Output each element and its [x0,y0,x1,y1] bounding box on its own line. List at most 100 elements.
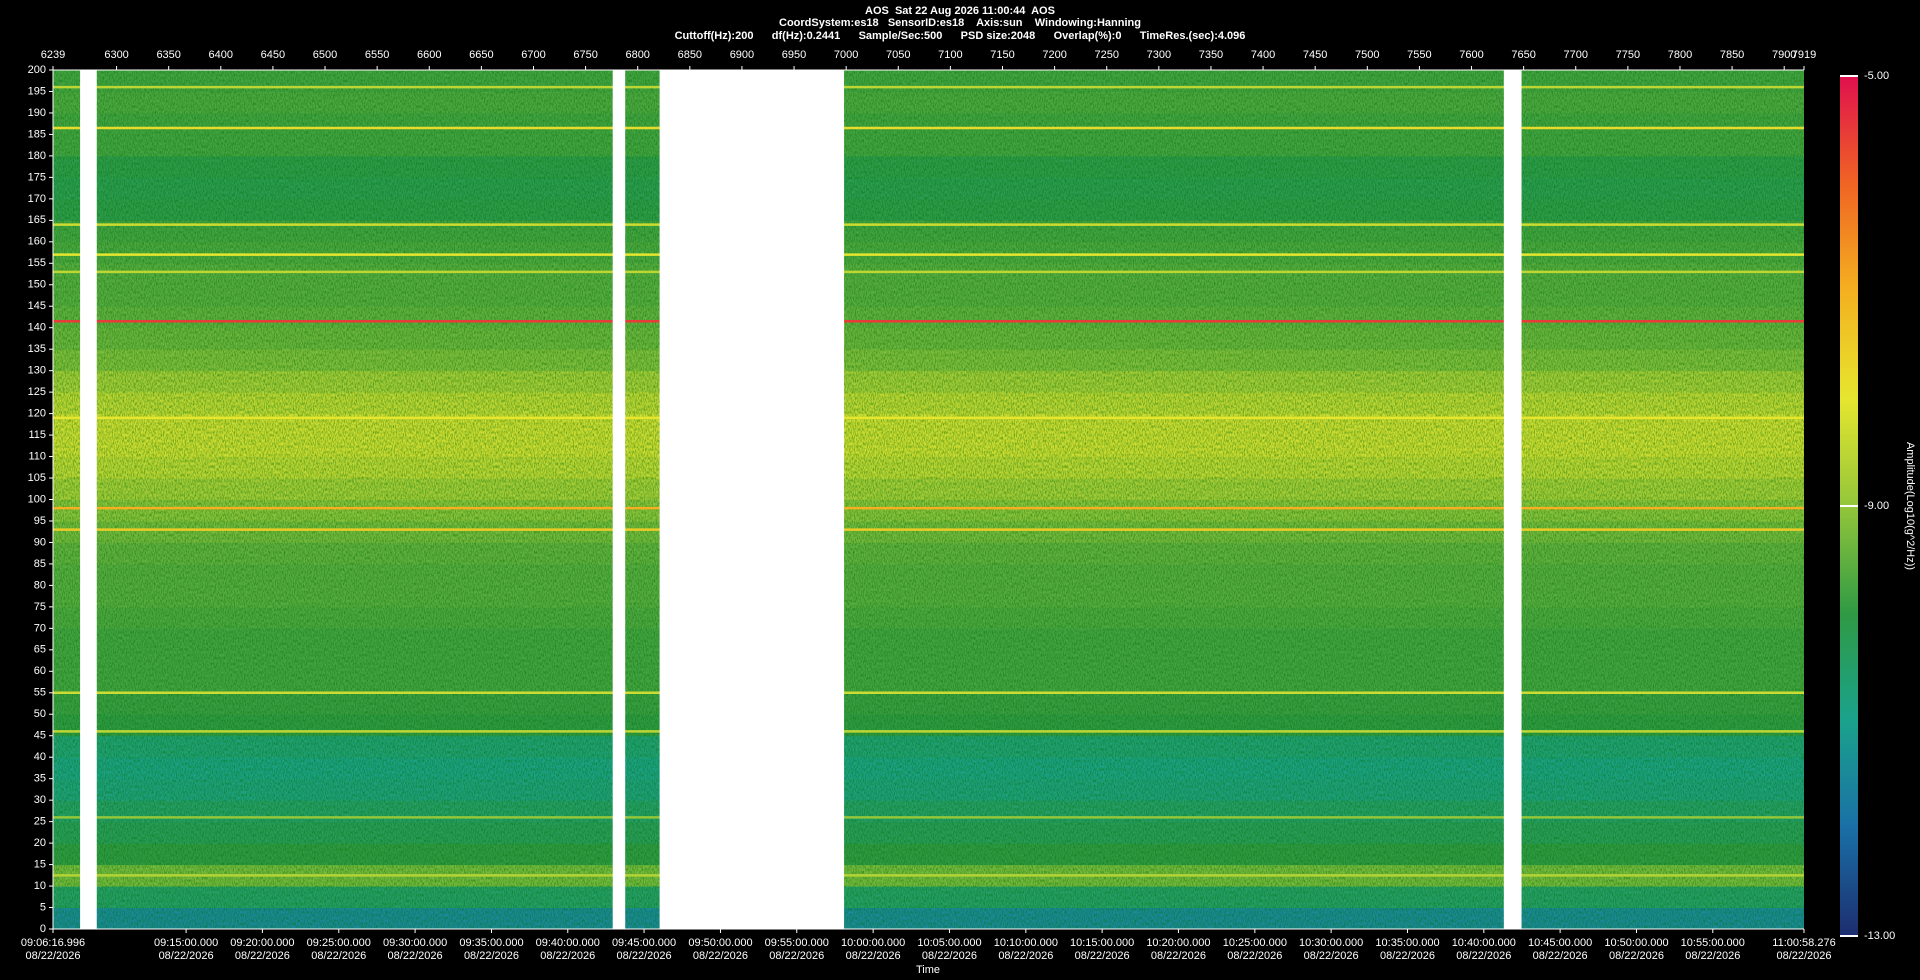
y-tick-label: 100 [28,493,46,505]
data-gap [612,70,626,929]
y-tick-label: 140 [28,322,46,334]
x-tick-label: 6800 [625,49,649,61]
x-axis-label: Time [916,964,940,976]
data-gap [1503,70,1522,929]
time-tick-label: 10:25:00.000 [1223,937,1287,949]
time-tick-label: 09:45:00.000 [612,937,676,949]
x-tick-label: 7400 [1251,49,1275,61]
time-tick-date: 08/22/2026 [846,950,901,962]
time-tick-label: 10:15:00.000 [1070,937,1134,949]
time-tick-date: 08/22/2026 [159,950,214,962]
y-tick-label: 190 [28,107,46,119]
x-tick-label: 6750 [573,49,597,61]
time-tick-label: 09:06:16.996 [21,937,85,949]
y-tick-label: 115 [28,429,46,441]
y-tick-label: 0 [40,923,46,935]
y-tick-label: 60 [34,665,46,677]
time-tick-label: 09:30:00.000 [383,937,447,949]
y-tick-label: 15 [34,858,46,870]
x-tick-label: 6700 [521,49,545,61]
time-tick-date: 08/22/2026 [922,950,977,962]
time-tick-date: 08/22/2026 [1533,950,1588,962]
y-tick-label: 65 [34,644,46,656]
time-tick-label: 10:10:00.000 [994,937,1058,949]
y-tick-label: 150 [28,279,46,291]
x-tick-label: 6900 [730,49,754,61]
x-tick-label: 7200 [1042,49,1066,61]
time-tick-label: 09:15:00.000 [154,937,218,949]
time-tick-label: 10:35:00.000 [1375,937,1439,949]
x-tick-label: 7800 [1668,49,1692,61]
x-tick-label: 7600 [1459,49,1483,61]
time-tick-date: 08/22/2026 [1456,950,1511,962]
y-tick-label: 80 [34,579,46,591]
colorbar-tick-label: -5.00 [1864,70,1889,82]
x-tick-label: 6500 [313,49,337,61]
x-tick-label: 7750 [1616,49,1640,61]
time-tick-date: 08/22/2026 [235,950,290,962]
y-tick-label: 200 [28,64,46,76]
time-tick-label: 11:00:58.276 [1772,937,1835,949]
time-tick-date: 08/22/2026 [1609,950,1664,962]
colorbar-tick-label: -9.00 [1864,500,1889,512]
time-tick-label: 10:45:00.000 [1528,937,1592,949]
y-tick-label: 75 [34,601,46,613]
colorbar-label: Amplitude(Log10(g^2/Hz)) [1904,442,1916,570]
y-tick-label: 180 [28,150,46,162]
y-tick-label: 5 [40,901,46,913]
time-tick-label: 09:50:00.000 [688,937,752,949]
time-tick-date: 08/22/2026 [1075,950,1130,962]
x-tick-label: 6950 [782,49,806,61]
y-tick-label: 20 [34,837,46,849]
colorbar-tick-label: -13.00 [1864,930,1895,942]
time-tick-date: 08/22/2026 [769,950,824,962]
x-tick-label: 6850 [678,49,702,61]
y-tick-label: 30 [34,794,46,806]
y-tick-label: 70 [34,622,46,634]
y-tick-label: 25 [34,816,46,828]
x-tick-label: 7500 [1355,49,1379,61]
x-tick-label: 7919 [1792,49,1816,61]
y-tick-label: 185 [28,128,46,140]
noise-texture [53,70,1804,929]
time-tick-label: 10:40:00.000 [1452,937,1516,949]
y-tick-label: 145 [28,300,46,312]
y-tick-label: 125 [28,386,46,398]
time-tick-label: 09:35:00.000 [459,937,523,949]
time-tick-label: 10:55:00.000 [1681,937,1745,949]
data-gap [80,70,97,929]
x-tick-label: 6350 [156,49,180,61]
x-tick-label: 6550 [365,49,389,61]
title-line: CoordSystem:es18 SensorID:es18 Axis:sun … [779,17,1141,29]
x-tick-label: 6239 [41,49,65,61]
y-tick-label: 195 [28,85,46,97]
x-tick-label: 7150 [990,49,1014,61]
time-tick-date: 08/22/2026 [617,950,672,962]
time-tick-date: 08/22/2026 [1151,950,1206,962]
y-tick-label: 135 [28,343,46,355]
x-tick-label: 6300 [104,49,128,61]
y-tick-label: 110 [28,450,46,462]
time-tick-label: 10:20:00.000 [1146,937,1210,949]
data-gap [659,70,845,929]
y-tick-label: 160 [28,236,46,248]
x-tick-label: 6600 [417,49,441,61]
x-tick-label: 7350 [1199,49,1223,61]
title-line: Cuttoff(Hz):200 df(Hz):0.2441 Sample/Sec… [675,30,1246,42]
x-tick-label: 7650 [1511,49,1535,61]
time-tick-date: 08/22/2026 [540,950,595,962]
x-tick-label: 7700 [1564,49,1588,61]
plot-area [53,70,1804,930]
x-tick-label: 7450 [1303,49,1327,61]
x-tick-label: 7050 [886,49,910,61]
y-tick-label: 165 [28,214,46,226]
time-tick-label: 10:00:00.000 [841,937,905,949]
time-tick-date: 08/22/2026 [311,950,366,962]
x-tick-label: 6450 [261,49,285,61]
y-tick-label: 40 [34,751,46,763]
time-tick-date: 08/22/2026 [388,950,443,962]
time-tick-label: 09:20:00.000 [230,937,294,949]
x-tick-label: 7250 [1094,49,1118,61]
time-tick-date: 08/22/2026 [998,950,1053,962]
